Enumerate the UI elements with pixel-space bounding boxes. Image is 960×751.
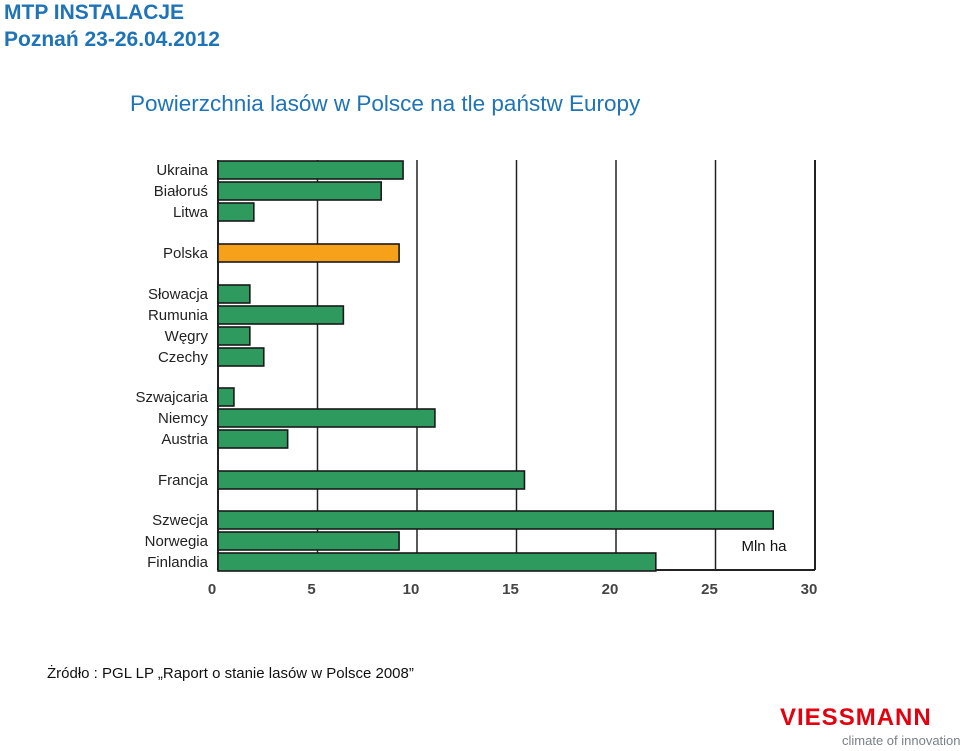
bar (217, 470, 526, 490)
category-label: Węgry (165, 328, 209, 345)
bar (217, 284, 251, 304)
bar (217, 202, 255, 222)
category-label: Czechy (158, 349, 209, 366)
category-label: Rumunia (148, 307, 209, 324)
event-subtitle: Poznań 23-26.04.2012 (4, 28, 220, 51)
forest-area-bar-chart: 0 5 10 15 20 25 30 Ukraina Białoruś Litwa Polska Sł… (135, 160, 818, 598)
category-label: Austria (161, 431, 208, 448)
logo-wordmark: VIESSMANN (780, 704, 932, 731)
x-tick-label: 30 (801, 581, 818, 598)
unit-label-bg (732, 532, 796, 556)
viessmann-logo: VIESSMANN climate of innovation (780, 704, 960, 749)
bar-highlight (217, 243, 400, 263)
bar (217, 181, 382, 201)
logo-tagline: climate of innovation (842, 733, 960, 748)
bar (217, 429, 289, 449)
x-tick-label: 0 (208, 581, 216, 598)
category-label: Szwecja (152, 512, 209, 529)
event-title: MTP INSTALACJE (4, 1, 185, 24)
bar (217, 552, 657, 572)
category-label: Francja (158, 472, 209, 489)
x-tick-label: 15 (502, 581, 519, 598)
category-label: Ukraina (156, 162, 208, 179)
x-tick-label: 20 (602, 581, 619, 598)
bar (217, 305, 345, 325)
bar (217, 326, 251, 346)
category-label: Białoruś (154, 183, 208, 200)
bar (217, 408, 436, 428)
x-tick-label: 5 (307, 581, 315, 598)
bar (217, 510, 775, 530)
category-label: Polska (163, 245, 209, 262)
source-note: Żródło : PGL LP „Raport o stanie lasów w… (47, 665, 414, 682)
unit-label: Mln ha (741, 538, 787, 555)
category-label: Litwa (173, 204, 209, 221)
category-label: Niemcy (158, 410, 209, 427)
bar (217, 531, 400, 551)
x-tick-label: 25 (701, 581, 718, 598)
category-label: Norwegia (145, 533, 209, 550)
x-tick-label: 10 (403, 581, 420, 598)
bar (217, 347, 265, 367)
chart-title: Powierzchnia lasów w Polsce na tle państ… (130, 91, 641, 116)
category-label: Słowacja (148, 286, 209, 303)
category-label: Szwajcaria (135, 389, 208, 406)
category-label: Finlandia (147, 554, 209, 571)
bar (217, 160, 404, 180)
bar (217, 387, 235, 407)
